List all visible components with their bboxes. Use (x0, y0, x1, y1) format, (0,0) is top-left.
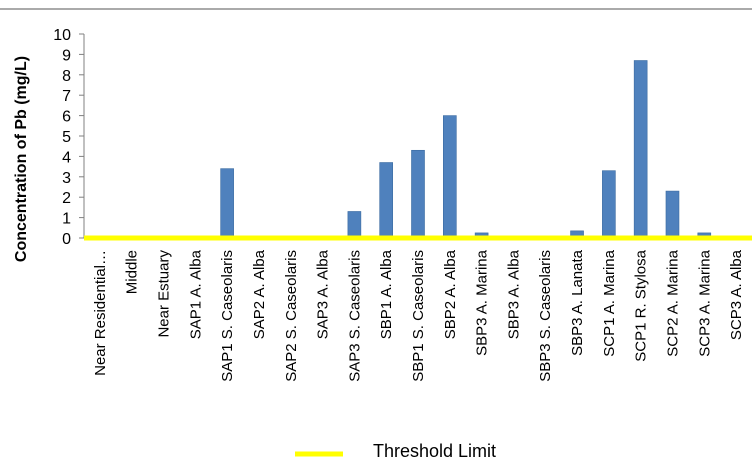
x-category-label: Near Estuary (156, 250, 173, 338)
x-category-label: SCP1 R. Stylosa (633, 249, 650, 361)
bar (347, 211, 362, 239)
x-category-label: SCP3 A. Marina (696, 249, 713, 356)
y-tick-label: 4 (62, 149, 71, 166)
x-category-label: SBP2 A. Alba (442, 249, 459, 339)
x-category-label: SCP1 A. Marina (601, 249, 618, 356)
y-tick-label: 5 (62, 129, 71, 146)
y-tick-label: 2 (62, 190, 71, 207)
y-axis-label: Concentration of Pb (mg/L) (13, 56, 30, 262)
bar (379, 162, 393, 239)
x-category-label: SAP2 A. Alba (251, 249, 268, 339)
bars-layer (220, 60, 712, 239)
x-axis-labels: Near Residential… Middle Near Estuary SAP1 … (92, 249, 745, 381)
y-tick-label: 3 (62, 170, 71, 187)
x-category-label: Near Residential… (92, 250, 109, 376)
x-category-label: SAP2 S. Caseolaris (283, 250, 300, 382)
x-category-label: SAP1 S. Caseolaris (219, 250, 236, 382)
x-category-label: SCP2 A. Marina (664, 249, 681, 356)
x-category-label: SBP3 A. Alba (505, 249, 522, 339)
bar (411, 149, 425, 239)
y-tick-label: 1 (62, 211, 71, 228)
x-category-label: SAP3 S. Caseolaris (346, 250, 363, 382)
legend-threshold-label: Threshold Limit (373, 441, 496, 461)
bar (602, 170, 616, 239)
y-tick-label: 0 (62, 231, 71, 248)
y-tick-label: 9 (62, 47, 71, 64)
bar (665, 190, 680, 239)
legend: Threshold Limit (295, 441, 496, 461)
x-category-label: SAP1 A. Alba (187, 249, 204, 339)
x-category-label: SBP3 A. Lanata (569, 249, 586, 356)
x-category-label: SBP1 A. Alba (378, 249, 395, 339)
x-category-label: SBP1 S. Caseolaris (410, 250, 427, 382)
y-axis: 0 1 2 3 4 5 6 7 8 9 10 (53, 27, 85, 248)
x-category-label: Middle (124, 250, 141, 294)
bar (633, 60, 648, 239)
y-tick-label: 8 (62, 68, 71, 85)
bar (443, 115, 457, 239)
bar (220, 168, 234, 239)
y-tick-label: 10 (53, 27, 71, 44)
x-category-label: SCP3 A. Alba (728, 249, 745, 340)
x-category-label: SBP3 A. Marina (474, 249, 491, 356)
x-category-label: SBP3 S. Caseolaris (537, 250, 554, 382)
x-category-label: SAP3 A. Alba (315, 249, 332, 339)
y-tick-label: 6 (62, 109, 71, 126)
y-tick-label: 7 (62, 88, 71, 105)
